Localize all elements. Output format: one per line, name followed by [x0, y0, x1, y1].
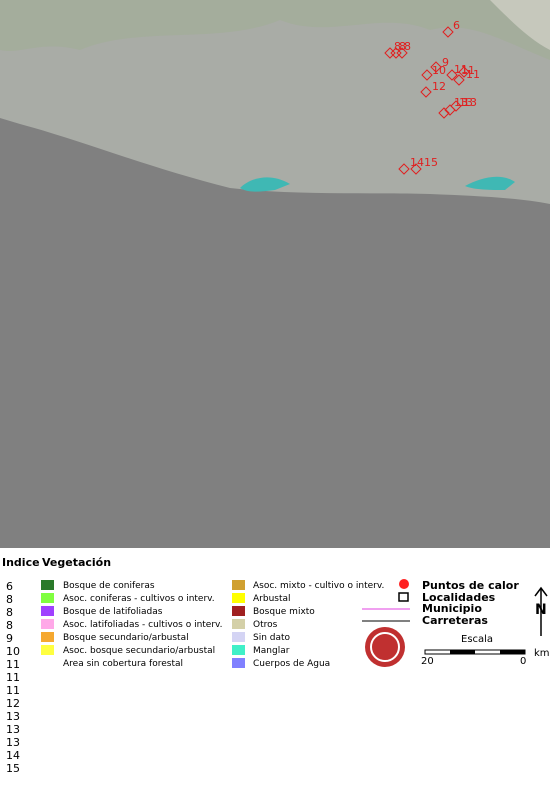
- index-value: 13: [6, 736, 20, 749]
- index-value: 11: [6, 658, 20, 671]
- vegetation-label: Asoc. latifoliadas - cultivos o interv.: [63, 620, 223, 630]
- index-value: 13: [6, 710, 20, 723]
- vegetation-header: Vegetación: [42, 556, 111, 569]
- index-value: 9: [6, 632, 13, 645]
- vegetation-swatch: [232, 632, 245, 642]
- index-value: 8: [6, 593, 13, 606]
- index-value: 6: [6, 580, 13, 593]
- hotspot-label: 8: [399, 40, 406, 53]
- hotspot-marker: [410, 163, 422, 175]
- vegetation-label: Manglar: [253, 646, 290, 656]
- hotspot-marker: [421, 69, 433, 81]
- symbol-label: Puntos de calor: [422, 579, 519, 592]
- hotspot-marker: [396, 47, 408, 59]
- lagoon: [465, 176, 515, 190]
- hotspot-label: 13: [454, 96, 468, 109]
- hotspot-label: 11: [466, 68, 480, 81]
- index-value: 8: [6, 606, 13, 619]
- vegetation-label: Area sin cobertura forestal: [63, 659, 183, 669]
- vegetation-label: Bosque de latifoliadas: [63, 607, 163, 617]
- symbol-label: Localidades: [422, 591, 496, 604]
- index-value: 13: [6, 723, 20, 736]
- terrain: [0, 0, 550, 60]
- vegetation-label: Bosque mixto: [253, 607, 315, 617]
- hotspot-marker: [446, 69, 458, 81]
- hotspot-label: 6: [453, 19, 460, 32]
- vegetation-label: Bosque secundario/arbustal: [63, 633, 189, 643]
- hotspot-marker: [420, 86, 432, 98]
- index-value: 8: [6, 619, 13, 632]
- index-value: 15: [6, 762, 20, 775]
- vegetation-swatch: [232, 619, 245, 629]
- vegetation-label: Asoc. mixto - cultivo o interv.: [253, 581, 384, 591]
- index-value: 11: [6, 684, 20, 697]
- vegetation-label: Asoc. bosque secundario/arbustal: [63, 646, 215, 656]
- vegetation-swatch: [232, 606, 245, 616]
- vegetation-swatch: [232, 658, 245, 668]
- hotspot-symbol: [399, 579, 409, 589]
- scale-title: Escala: [461, 634, 493, 645]
- hotspot-label: 13: [463, 96, 477, 109]
- vegetation-swatch: [41, 593, 54, 603]
- index-value: 10: [6, 645, 20, 658]
- hotspot-label: 12: [432, 80, 446, 93]
- logo-ring: [370, 632, 400, 662]
- hotspot-label: 8: [394, 40, 401, 53]
- vegetation-label: Sin dato: [253, 633, 291, 643]
- vegetation-swatch: [41, 580, 54, 590]
- hotspot-marker: [458, 66, 470, 78]
- vegetation-swatch: [232, 593, 245, 603]
- lagoon: [240, 177, 290, 192]
- hotspot-marker: [430, 61, 442, 73]
- scale-label: 20: [421, 656, 434, 667]
- scale-unit: km: [534, 648, 550, 659]
- vegetation-label: Asoc. coniferas - cultivos o interv.: [63, 594, 215, 604]
- ocean: [0, 118, 550, 548]
- vegetation-legend: Bosque de coniferas Asoc. coniferas - cul…: [41, 580, 384, 669]
- hotspot-label: 14: [410, 156, 424, 169]
- vegetation-label: Bosque de coniferas: [63, 581, 155, 591]
- scale-bar-segment: [500, 650, 525, 654]
- vegetation-label: Otros: [253, 620, 278, 630]
- hotspot-marker: [438, 107, 450, 119]
- hotspot-marker: [453, 74, 465, 86]
- vegetation-label: Cuerpos de Agua: [253, 659, 330, 669]
- symbol-label: Carreteras: [422, 614, 488, 627]
- hotspot-label: 13: [459, 96, 473, 109]
- locality-symbol: [398, 592, 409, 602]
- vegetation-swatch: [41, 632, 54, 642]
- vegetation-swatch: [232, 580, 245, 590]
- vegetation-swatch: [232, 645, 245, 655]
- index-header: Indice: [2, 556, 40, 569]
- north-arrowhead: [534, 586, 548, 597]
- vegetation-swatch: [41, 619, 54, 629]
- hotspot-label: 10: [432, 64, 446, 77]
- hotspot-label: 9: [442, 56, 449, 69]
- hotspot-marker: [450, 100, 462, 112]
- north-label: N: [535, 602, 547, 618]
- vegetation-label: Arbustal: [253, 594, 291, 604]
- hotspot-label: 8: [404, 40, 411, 53]
- hotspot-marker: [398, 163, 410, 175]
- hotspot-label: 15: [424, 156, 438, 169]
- hotspot-marker: [442, 26, 454, 38]
- index-value: 14: [6, 749, 20, 762]
- mountains: [490, 0, 550, 50]
- vegetation-swatch: [41, 645, 54, 655]
- index-value: 11: [6, 671, 20, 684]
- scale-label: 0: [520, 656, 526, 667]
- vegetation-swatch: [41, 606, 54, 616]
- symbol-label: Municipio: [422, 602, 482, 615]
- index-value: 12: [6, 697, 20, 710]
- scale-bar-segment: [450, 650, 475, 654]
